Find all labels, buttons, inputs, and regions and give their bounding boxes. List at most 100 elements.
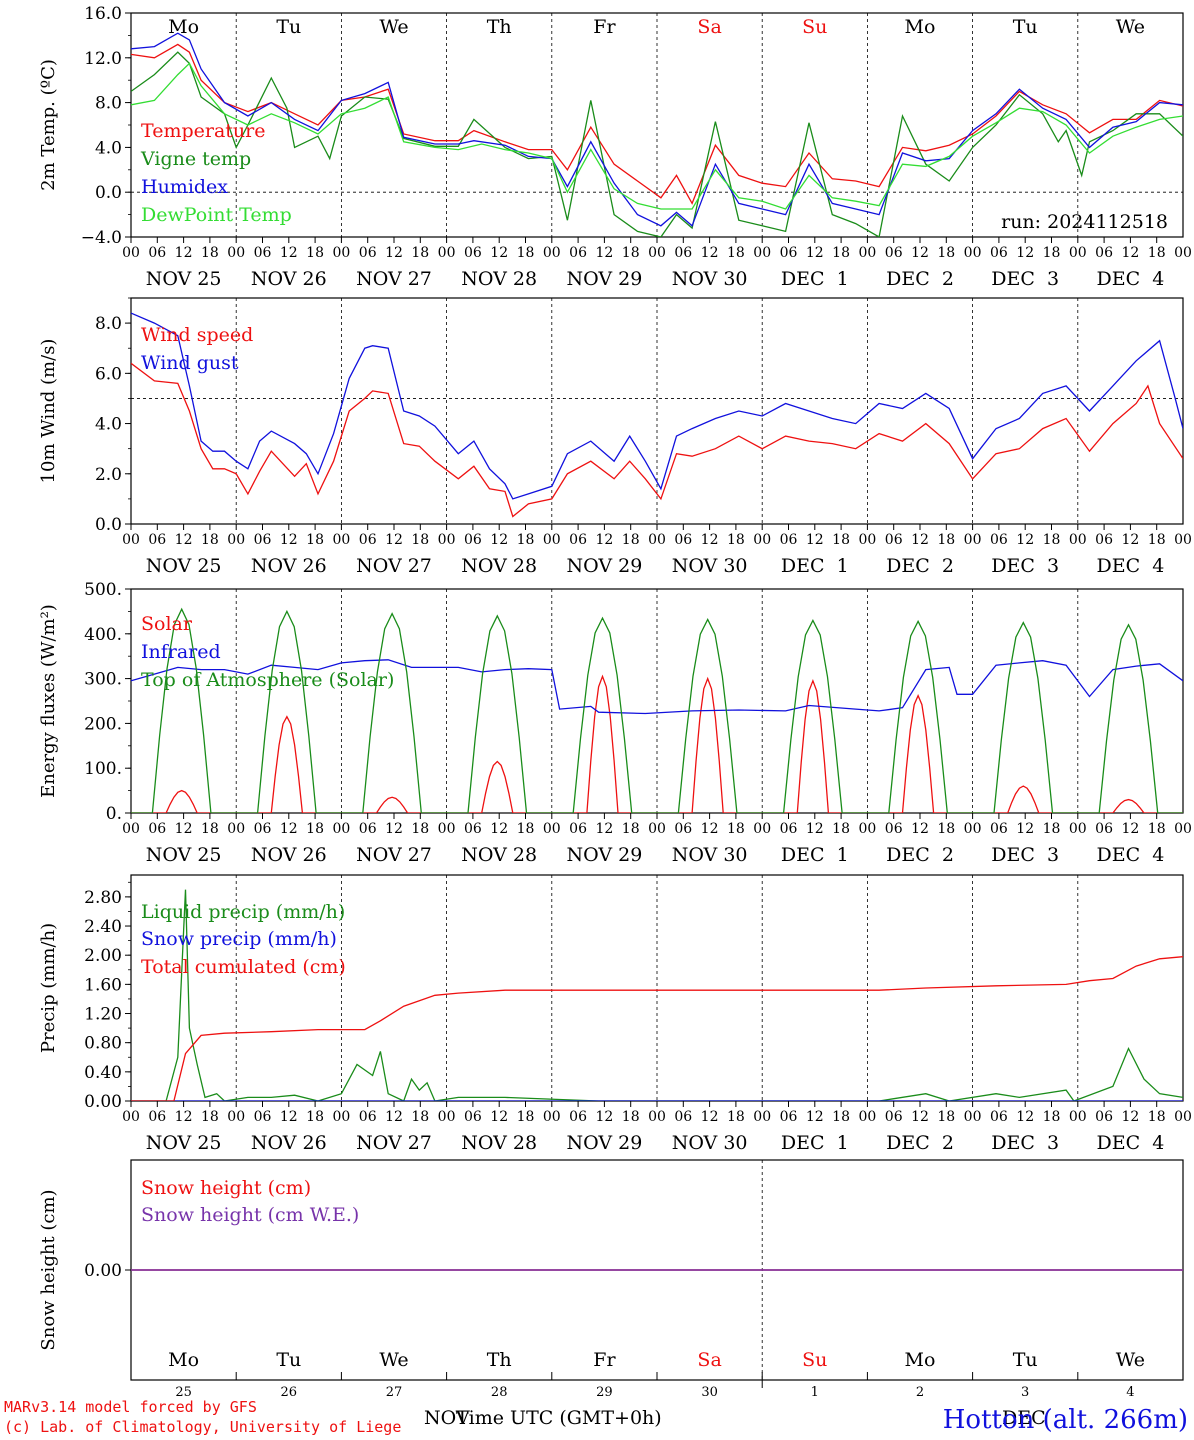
x-hour-label: 18 [517, 532, 535, 548]
x-hour-label: 12 [175, 1109, 193, 1125]
x-day-label: NOV 30 [672, 268, 748, 290]
series-line-total-cumulated-cm- [131, 956, 1183, 1101]
x-hour-label: 12 [280, 821, 298, 837]
day-number-label: 27 [386, 1385, 403, 1400]
y-tick-label: 1.20 [84, 1005, 122, 1025]
x-hour-label: 12 [175, 245, 193, 261]
month-label-left: NOV [424, 1407, 470, 1429]
x-hour-label: 00 [1069, 532, 1087, 548]
x-hour-label: 00 [648, 245, 666, 261]
x-hour-label: 00 [1174, 1109, 1192, 1125]
x-hour-label: 12 [595, 532, 613, 548]
weekday-label: We [379, 1349, 408, 1371]
x-hour-label: 06 [780, 532, 798, 548]
x-hour-label: 06 [1095, 532, 1113, 548]
panel-4: 2.80 2.40 2.00 1.60 1.20 0.80 0.40 0.00 Precip (… [38, 874, 1192, 1154]
y-axis-label: 10m Wind (m/s) [38, 339, 59, 484]
x-day-label: DEC 1 [781, 844, 849, 866]
x-hour-label: 00 [332, 245, 350, 261]
x-hour-label: 00 [1174, 821, 1192, 837]
x-hour-label: 00 [438, 245, 456, 261]
y-axis-label: Precip (mm/h) [38, 923, 59, 1053]
y-tick-label: 2.80 [84, 888, 122, 908]
day-number-label: 2 [916, 1385, 924, 1400]
x-day-label: NOV 27 [356, 1132, 432, 1154]
x-hour-label: 06 [359, 821, 377, 837]
x-hour-label: 18 [1043, 532, 1061, 548]
y-tick-label: 0.40 [84, 1063, 122, 1083]
series-line-vigne-temp [131, 51, 1183, 237]
day-number-label: 4 [1126, 1385, 1134, 1400]
x-hour-label: 12 [911, 1109, 929, 1125]
y-axis-label: Energy fluxes (W/m²) [38, 604, 59, 798]
x-hour-label: 06 [254, 245, 272, 261]
x-hour-label: 18 [832, 245, 850, 261]
x-hour-label: 06 [885, 821, 903, 837]
x-hour-label: 06 [990, 532, 1008, 548]
x-day-label: DEC 3 [991, 844, 1059, 866]
model-credit-line1: MARv3.14 model forced by GFS [4, 1398, 257, 1416]
x-day-label: NOV 25 [146, 555, 222, 577]
series-line-wind-speed [131, 362, 1183, 518]
x-hour-label: 00 [543, 1109, 561, 1125]
x-hour-label: 00 [964, 1109, 982, 1125]
weekday-label: We [1116, 16, 1145, 38]
x-day-label: NOV 26 [251, 268, 327, 290]
x-day-label: DEC 3 [991, 1132, 1059, 1154]
weekday-label: Sa [697, 16, 721, 38]
y-tick-label: 4.0 [95, 415, 122, 435]
x-hour-label: 06 [464, 532, 482, 548]
x-hour-label: 12 [1121, 532, 1139, 548]
series-line-liquid-precip-mm-h- [131, 889, 1183, 1101]
x-day-label: DEC 3 [991, 268, 1059, 290]
x-hour-label: 18 [201, 532, 219, 548]
x-hour-label: 18 [622, 245, 640, 261]
x-hour-label: 12 [911, 245, 929, 261]
x-hour-label: 12 [806, 821, 824, 837]
x-hour-label: 06 [1095, 1109, 1113, 1125]
x-hour-label: 00 [227, 245, 245, 261]
x-hour-label: 00 [858, 821, 876, 837]
x-hour-label: 12 [911, 821, 929, 837]
weekday-label: Tu [1013, 1349, 1038, 1371]
x-hour-label: 12 [701, 245, 719, 261]
x-day-label: DEC 4 [1096, 268, 1164, 290]
x-hour-label: 18 [411, 245, 429, 261]
x-hour-label: 18 [727, 821, 745, 837]
x-hour-label: 00 [543, 532, 561, 548]
x-hour-label: 18 [937, 532, 955, 548]
panel-5: 0.00 Snow height (cm) Mo 25 Tu 26 We 27 Th 28 Fr 29… [38, 1159, 1184, 1400]
x-hour-label: 18 [1043, 245, 1061, 261]
weekday-label: Su [802, 16, 827, 38]
x-hour-label: 00 [858, 1109, 876, 1125]
x-hour-label: 12 [806, 532, 824, 548]
x-day-label: DEC 1 [781, 268, 849, 290]
x-hour-label: 00 [122, 821, 140, 837]
x-hour-label: 12 [1121, 821, 1139, 837]
x-hour-label: 00 [858, 245, 876, 261]
x-hour-label: 18 [727, 1109, 745, 1125]
x-hour-label: 12 [490, 821, 508, 837]
x-hour-label: 00 [543, 245, 561, 261]
x-hour-label: 18 [306, 821, 324, 837]
x-hour-label: 06 [885, 532, 903, 548]
x-hour-label: 06 [359, 1109, 377, 1125]
day-number-label: 28 [491, 1385, 508, 1400]
x-hour-label: 18 [411, 821, 429, 837]
x-hour-label: 18 [1043, 1109, 1061, 1125]
x-day-label: NOV 29 [566, 844, 642, 866]
x-hour-label: 06 [990, 821, 1008, 837]
weekday-label: Th [487, 16, 512, 38]
x-day-label: NOV 25 [146, 844, 222, 866]
x-hour-label: 12 [1016, 532, 1034, 548]
x-hour-label: 18 [832, 821, 850, 837]
x-hour-label: 06 [1095, 245, 1113, 261]
x-day-label: NOV 29 [566, 1132, 642, 1154]
x-hour-label: 00 [438, 1109, 456, 1125]
legend-entry: Temperature [141, 120, 265, 142]
legend-entry: DewPoint Temp [141, 204, 292, 226]
x-day-label: NOV 28 [461, 555, 537, 577]
series-line-temperature [131, 43, 1183, 205]
x-hour-label: 18 [306, 245, 324, 261]
series-line-dewpoint-temp [131, 62, 1183, 210]
